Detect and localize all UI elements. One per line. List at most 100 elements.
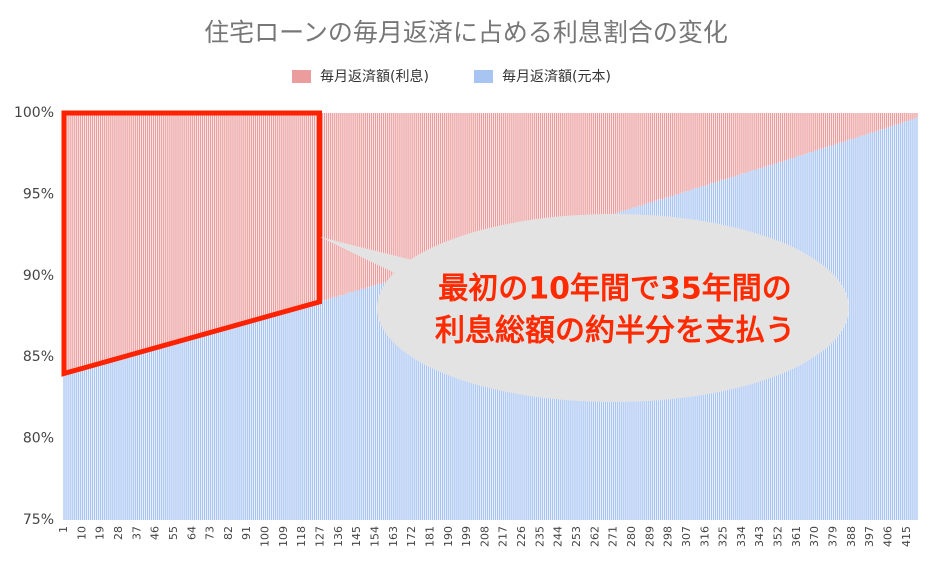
bar-segment (525, 113, 527, 240)
bar-segment (222, 113, 224, 330)
x-tick-label: 217 (497, 526, 510, 547)
bar-segment (533, 113, 535, 239)
bar-segment (696, 113, 698, 188)
bar-segment (580, 113, 582, 224)
x-tick-label: 28 (112, 526, 125, 540)
bar-segment (395, 113, 397, 280)
bar-segment (682, 113, 684, 193)
bar-segment (916, 117, 918, 520)
bar-segment (372, 285, 375, 520)
bar-segment (336, 296, 338, 520)
bar-segment (279, 113, 281, 314)
x-tick-label: 172 (405, 526, 418, 547)
x-tick-label: 64 (185, 526, 198, 540)
bar-segment (325, 113, 328, 301)
x-tick-label: 136 (332, 526, 345, 547)
bar-segment (539, 113, 542, 237)
bar-segment (382, 113, 385, 283)
bar-segment (271, 113, 273, 315)
bar-segment (867, 113, 869, 135)
bar-segment (108, 360, 110, 520)
bar-segment (838, 113, 841, 143)
bar-segment (342, 113, 344, 296)
bar-segment (895, 113, 898, 125)
bar-segment (81, 113, 83, 369)
bar-segment (480, 254, 482, 521)
bar-segment (423, 113, 425, 271)
bar-segment (124, 357, 126, 520)
bar-segment (167, 344, 169, 520)
bar-segment (142, 350, 145, 520)
bar-segment (663, 113, 666, 198)
bar-segment (749, 113, 751, 172)
bar-segment (790, 113, 792, 159)
bar-segment (863, 113, 865, 136)
bar-segment (680, 113, 682, 193)
bar-segment (385, 113, 387, 283)
bar-segment (203, 113, 206, 335)
bar-segment (205, 334, 208, 520)
bar-segment (338, 295, 340, 520)
bar-segment (75, 113, 77, 371)
bar-segment (627, 113, 629, 210)
bar-segment (651, 113, 653, 203)
bar-segment (309, 303, 311, 520)
bar-segment (462, 113, 464, 260)
bar-segment (761, 113, 763, 169)
bar-segment (891, 126, 894, 521)
bar-segment (429, 269, 432, 520)
bar-segment (134, 353, 136, 520)
x-tick-label: 100 (259, 526, 272, 547)
bar-segment (775, 113, 778, 164)
bar-segment (279, 313, 281, 520)
bar-segment (875, 130, 877, 520)
bar-segment (458, 113, 460, 262)
bar-segment (132, 353, 134, 520)
bar-segment (437, 266, 440, 520)
bar-segment (454, 113, 456, 262)
bar-segment (843, 142, 845, 520)
bar-segment (496, 113, 499, 250)
bar-segment (647, 113, 649, 203)
bar-segment (700, 113, 702, 187)
bar-segment (238, 324, 240, 520)
bar-segment (238, 113, 240, 325)
bar-segment (246, 321, 248, 520)
bar-segment (419, 113, 421, 273)
bar-segment (252, 113, 254, 320)
bar-segment (146, 113, 149, 351)
bar-segment (309, 113, 311, 304)
bar-segment (393, 113, 395, 280)
bar-segment (114, 113, 116, 359)
bar-segment (389, 113, 391, 281)
bar-segment (879, 113, 881, 130)
bar-segment (439, 266, 442, 520)
bar-segment (266, 113, 269, 317)
bar-segment (193, 337, 195, 520)
bar-segment (163, 113, 165, 346)
bar-segment (881, 113, 884, 130)
bar-segment (344, 293, 346, 520)
bar-segment (220, 329, 222, 520)
x-tick-label: 307 (680, 526, 693, 547)
bar-segment (283, 311, 285, 520)
bar-segment (753, 113, 755, 170)
bar-segment (179, 340, 181, 520)
bar-segment (216, 331, 218, 520)
bar-segment (582, 113, 584, 224)
bar-segment (69, 371, 71, 520)
bar-segment (399, 113, 401, 278)
bar-segment (218, 329, 220, 520)
bar-segment (413, 274, 415, 520)
x-tick-label: 262 (588, 526, 601, 547)
bar-segment (745, 113, 747, 174)
bar-segment (759, 113, 761, 169)
callout-bubble (377, 214, 849, 402)
bar-segment (895, 124, 898, 521)
bar-segment (389, 280, 391, 520)
bar-segment (254, 319, 257, 520)
bar-segment (152, 349, 155, 520)
bar-segment (431, 113, 434, 268)
bar-segment (486, 113, 489, 252)
